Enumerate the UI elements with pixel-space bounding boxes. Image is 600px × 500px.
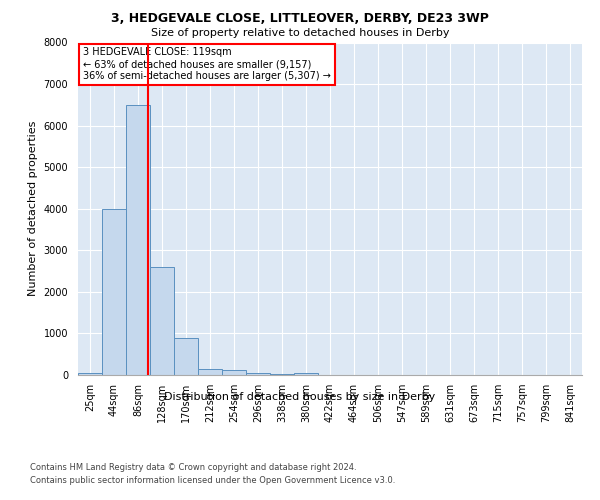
Bar bbox=[150, 267, 174, 375]
Bar bbox=[174, 338, 198, 375]
Y-axis label: Number of detached properties: Number of detached properties bbox=[28, 121, 38, 296]
Text: Size of property relative to detached houses in Derby: Size of property relative to detached ho… bbox=[151, 28, 449, 38]
Bar bbox=[270, 374, 294, 375]
Bar bbox=[126, 105, 150, 375]
Bar bbox=[198, 369, 222, 375]
Bar bbox=[222, 370, 246, 375]
Bar bbox=[78, 373, 102, 375]
Text: Contains HM Land Registry data © Crown copyright and database right 2024.: Contains HM Land Registry data © Crown c… bbox=[30, 462, 356, 471]
Bar bbox=[102, 209, 126, 375]
Text: 3, HEDGEVALE CLOSE, LITTLEOVER, DERBY, DE23 3WP: 3, HEDGEVALE CLOSE, LITTLEOVER, DERBY, D… bbox=[111, 12, 489, 26]
Text: Contains public sector information licensed under the Open Government Licence v3: Contains public sector information licen… bbox=[30, 476, 395, 485]
Bar bbox=[294, 373, 318, 375]
Text: 3 HEDGEVALE CLOSE: 119sqm
← 63% of detached houses are smaller (9,157)
36% of se: 3 HEDGEVALE CLOSE: 119sqm ← 63% of detac… bbox=[83, 48, 331, 80]
Text: Distribution of detached houses by size in Derby: Distribution of detached houses by size … bbox=[164, 392, 436, 402]
Bar bbox=[246, 372, 270, 375]
